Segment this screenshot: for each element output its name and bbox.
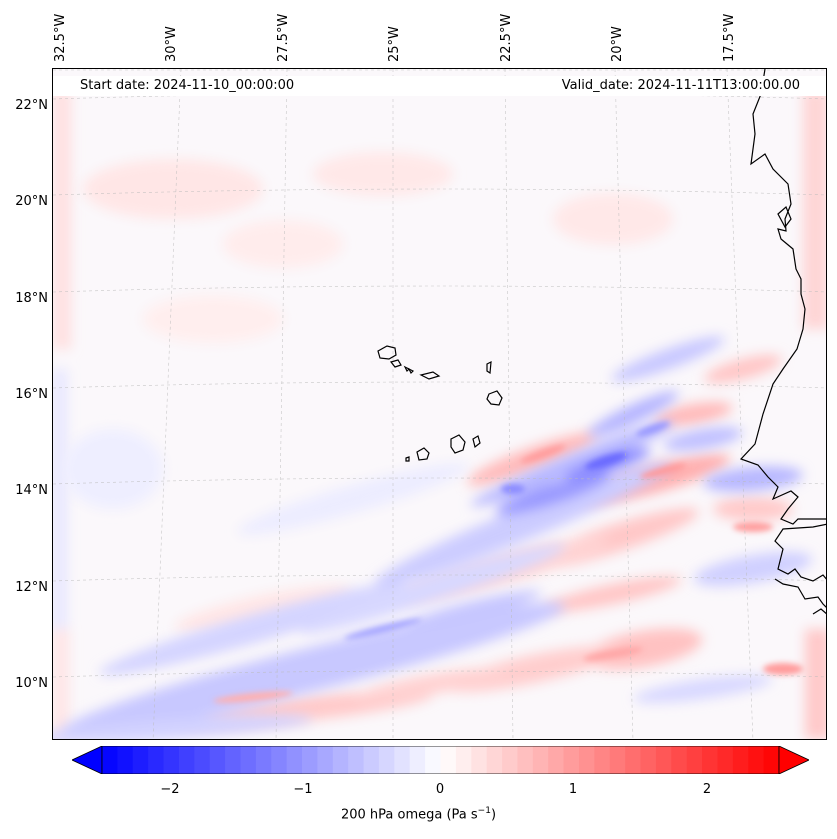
- lat-label: 22°N: [15, 98, 48, 113]
- lat-label: 18°N: [15, 291, 48, 306]
- edge-shading: [53, 89, 826, 739]
- graticule: [53, 69, 826, 739]
- colorbar-step: [102, 746, 118, 774]
- lat-label: 20°N: [15, 194, 48, 209]
- lat-label: 14°N: [15, 483, 48, 498]
- lon-label: 27.5°W: [276, 13, 291, 62]
- colorbar-step: [117, 746, 134, 774]
- colorbar-step: [178, 746, 195, 774]
- colorbar-step: [271, 746, 288, 774]
- colorbar-step: [440, 746, 457, 774]
- colorbar-extend-min: [72, 746, 103, 774]
- colorbar-step: [163, 746, 180, 774]
- colorbar-step: [625, 746, 642, 774]
- colorbar-step: [132, 746, 149, 774]
- colorbar-step: [609, 746, 626, 774]
- map-header-band: [53, 76, 826, 96]
- colorbar-step: [363, 746, 380, 774]
- colorbar-step: [394, 746, 411, 774]
- lon-label: 20°W: [610, 26, 625, 62]
- omega-field: [53, 69, 826, 739]
- valid-date-label: Valid_date: 2024-11-11T13:00:00.00: [561, 78, 800, 93]
- colorbar: [72, 746, 809, 774]
- lon-label: 25°W: [387, 26, 402, 62]
- coastline: [739, 69, 826, 615]
- lon-label: 22.5°W: [499, 13, 514, 62]
- colorbar-step: [302, 746, 319, 774]
- colorbar-step: [486, 746, 503, 774]
- colorbar-step: [732, 746, 749, 774]
- colorbar-extend-max: [778, 746, 809, 774]
- colorbar-step: [425, 746, 442, 774]
- colorbar-steps: [102, 746, 780, 774]
- colorbar-step: [563, 746, 580, 774]
- lon-label: 32.5°W: [53, 13, 68, 62]
- lon-label: 30°W: [164, 26, 179, 62]
- colorbar-step: [255, 746, 272, 774]
- colorbar-step: [594, 746, 611, 774]
- lat-label: 12°N: [15, 580, 48, 595]
- colorbar-step: [517, 746, 534, 774]
- colorbar-step: [455, 746, 472, 774]
- colorbar-step: [748, 746, 765, 774]
- colorbar-step: [332, 746, 349, 774]
- colorbar-step: [502, 746, 519, 774]
- colorbar-step: [317, 746, 334, 774]
- colorbar-step: [763, 746, 780, 774]
- colorbar-step: [717, 746, 734, 774]
- start-date-label: Start date: 2024-11-10_00:00:00: [80, 78, 295, 93]
- colorbar-step: [471, 746, 488, 774]
- colorbar-step: [548, 746, 565, 774]
- colorbar-step: [702, 746, 719, 774]
- colorbar-step: [148, 746, 165, 774]
- colorbar-tick-label: 2: [702, 782, 712, 797]
- colorbar-step: [378, 746, 395, 774]
- lat-label: 16°N: [15, 387, 48, 402]
- colorbar-step: [225, 746, 242, 774]
- negative-omega-areas: [53, 336, 813, 739]
- colorbar-step: [348, 746, 365, 774]
- colorbar-step: [671, 746, 688, 774]
- cabo-verde-islands: [377, 345, 503, 462]
- colorbar-step: [532, 746, 549, 774]
- lat-label: 10°N: [15, 676, 48, 691]
- colorbar-step: [409, 746, 426, 774]
- streaks: [213, 421, 803, 703]
- colorbar-step: [286, 746, 303, 774]
- colorbar-step: [194, 746, 211, 774]
- colorbar-step: [655, 746, 672, 774]
- colorbar-step: [640, 746, 657, 774]
- map-panel[interactable]: Start date: 2024-11-10_00:00:00 Valid_da…: [52, 68, 827, 740]
- colorbar-tick-label: 1: [568, 782, 578, 797]
- colorbar-step: [578, 746, 595, 774]
- colorbar-tick-label: 0: [435, 782, 445, 797]
- colorbar-step: [686, 746, 703, 774]
- colorbar-tick-label: −2: [160, 782, 180, 797]
- lon-label: 17.5°W: [722, 13, 737, 62]
- colorbar-label: 200 hPa omega (Pa s−1): [340, 806, 497, 823]
- colorbar-step: [209, 746, 226, 774]
- colorbar-tick-label: −1: [293, 782, 313, 797]
- colorbar-step: [240, 746, 257, 774]
